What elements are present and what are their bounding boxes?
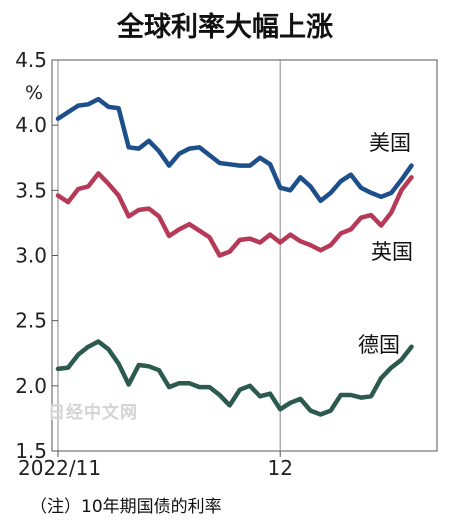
series-label-us: 美国 bbox=[369, 131, 411, 155]
x-tick-label: 12 bbox=[267, 456, 292, 480]
y-tick-label: 2.5 bbox=[15, 309, 47, 333]
x-tick-label: 2022/11 bbox=[18, 456, 101, 480]
series-label-de: 德国 bbox=[358, 333, 400, 357]
series-line-uk bbox=[55, 171, 414, 258]
y-tick-label: 2.0 bbox=[15, 374, 47, 398]
y-tick-label: 3.5 bbox=[15, 178, 47, 202]
y-unit-label: % bbox=[25, 82, 43, 104]
y-tick-label: 4.0 bbox=[15, 113, 47, 137]
y-tick-label: 4.5 bbox=[15, 48, 47, 72]
series-line-us bbox=[55, 96, 414, 204]
series-label-uk: 英国 bbox=[371, 240, 413, 264]
chart-title: 全球利率大幅上涨 bbox=[116, 11, 333, 43]
watermark-text: 日经中文网 bbox=[48, 402, 138, 423]
y-tick-label: 1.5 bbox=[15, 439, 47, 463]
y-tick-label: 3.0 bbox=[15, 244, 47, 268]
series-line-de bbox=[55, 339, 414, 417]
footnote: （注）10年期国债的利率 bbox=[30, 497, 222, 517]
